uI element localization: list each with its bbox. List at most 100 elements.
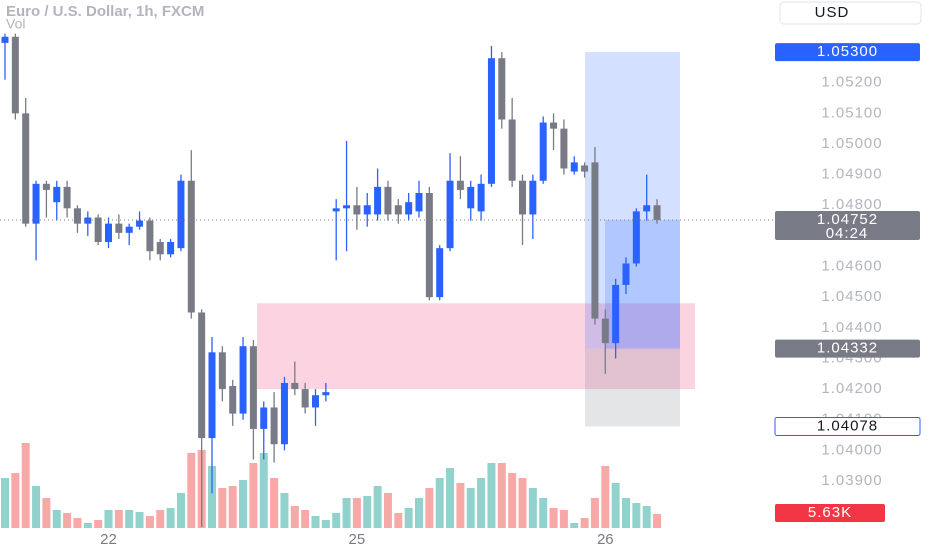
volume-bar [156,510,165,528]
countdown: 04:24 [826,225,869,242]
candle-body [280,382,288,445]
volume-label: 5.63K [808,504,852,521]
candle-body [322,392,330,396]
volume-bar [270,478,279,528]
volume-bar [363,496,372,528]
volume-bar [135,512,144,528]
candle-body [11,36,19,114]
target-zone [585,52,680,349]
volume-bar [290,506,299,528]
volume-bar [383,493,392,528]
candle-body [198,312,206,439]
candle-body [643,205,651,212]
stop-zone [585,348,680,427]
volume-bar [145,516,154,528]
candle-body [332,208,340,212]
candle-body [301,389,309,408]
candle-body [208,352,216,439]
candle-body [519,180,526,215]
volume-bar [539,498,548,528]
y-tick-label: 1.05000 [821,135,882,152]
volume-bar [11,473,20,528]
volume-bar [466,488,475,528]
candle-body [591,162,599,319]
candle-body [94,217,102,243]
candle-body [632,211,640,264]
volume-bar [104,510,113,528]
y-tick-label: 1.04200 [821,380,882,397]
candle-body [218,352,226,390]
candle-body [467,186,475,209]
last-price-label-bg [775,210,920,240]
candle-body [374,186,382,215]
volume-bar [580,518,589,528]
volume-bar [218,488,227,528]
volume-bar [249,463,258,528]
volume-bar [590,498,599,528]
x-tick-label: 25 [349,531,366,548]
volume-bar [332,513,341,528]
volume-bar [394,513,403,528]
candle-body [487,58,495,184]
candle-body [125,226,133,233]
candle-body [270,407,278,445]
volume-bar [642,506,651,528]
candle-body [353,205,361,215]
volume-bar [114,510,123,528]
candle-body [239,346,247,414]
entry-label: 1.04332 [817,340,878,357]
volume-bar [415,498,423,528]
volume-bar [435,478,444,528]
candle-body [63,186,71,209]
volume-bar [653,513,662,528]
volume-label-bg [775,504,885,522]
candle-body [73,208,81,224]
candle-body [167,242,175,255]
candle-body [146,220,154,252]
volume-bar [42,498,51,528]
y-tick-label: 1.04600 [821,258,882,275]
volume-bar [497,463,506,528]
volume-bar [559,510,568,528]
stop-label-bg [774,416,921,436]
candle-body [456,180,464,190]
candle-body [249,346,257,429]
candle-body [177,180,185,249]
zone [257,303,695,390]
volume-bar [321,520,330,528]
candle-body [53,186,61,203]
candle-body [312,395,319,408]
volume-bar [63,513,72,528]
candle-body [570,162,578,172]
volume-bar [32,486,41,528]
candle-body [187,180,195,313]
target-label: 1.05300 [817,43,878,60]
volume-bar [83,523,92,528]
candle-body [136,220,144,227]
volume-bar [166,508,175,528]
volume-bar [528,488,537,528]
volume-bar [456,483,465,528]
candle-body [415,193,423,212]
volume-bar [477,478,486,528]
volume-bar [228,486,237,528]
candle-body [363,205,371,215]
currency-button[interactable] [779,1,922,25]
currency-label[interactable]: USD [815,4,850,21]
stop-label: 1.04078 [817,417,878,434]
volume-bar [611,483,620,528]
candle-body [229,386,237,414]
candle-body [32,183,40,224]
volume-bar [187,453,196,528]
volume-bar [259,453,268,528]
candle-body [581,165,589,172]
y-tick-label: 1.04500 [821,288,882,305]
volume-bar [208,466,216,528]
volume-bar [176,493,185,528]
candle-body [498,58,506,120]
candle-body [653,205,661,220]
chart-title: Euro / U.S. Dollar, 1h, FXCM [6,3,204,20]
candle-body [508,119,516,181]
volume-bar [352,498,361,528]
